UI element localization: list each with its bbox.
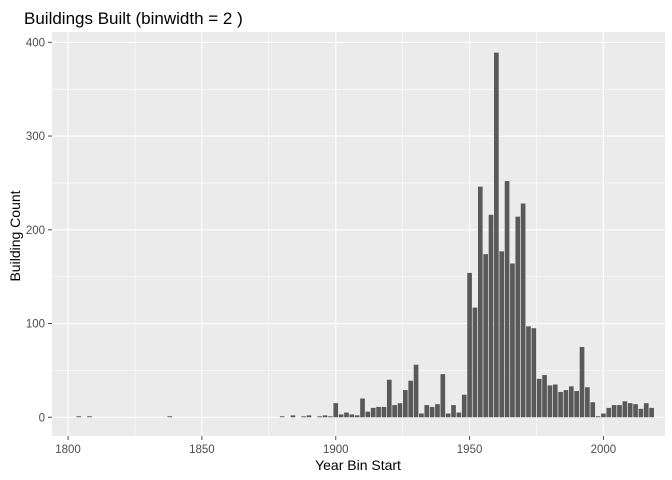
bar xyxy=(467,272,472,418)
bar xyxy=(76,416,82,418)
bar xyxy=(552,384,558,418)
bar xyxy=(338,414,344,418)
bar xyxy=(419,413,424,418)
bar xyxy=(477,186,483,418)
bar xyxy=(542,375,547,418)
bar xyxy=(386,379,392,418)
bar xyxy=(376,406,381,418)
bar xyxy=(279,416,285,418)
bar xyxy=(558,391,563,418)
y-axis-label: Building Count xyxy=(7,190,23,281)
bar xyxy=(322,415,328,418)
bar xyxy=(568,386,574,418)
bar xyxy=(611,405,617,418)
y-tick-label: 200 xyxy=(26,225,45,237)
bar xyxy=(504,181,510,418)
bar xyxy=(595,416,601,418)
bar xyxy=(456,412,462,418)
bar xyxy=(494,52,499,418)
bar xyxy=(531,328,537,418)
bar xyxy=(435,404,440,418)
bar xyxy=(445,413,451,418)
bar xyxy=(574,391,579,418)
x-tick-label: 1900 xyxy=(323,444,349,456)
bar xyxy=(440,374,446,418)
bar xyxy=(563,390,569,418)
bar xyxy=(392,405,397,418)
bar xyxy=(354,415,360,418)
grid-minor xyxy=(52,32,665,436)
bar xyxy=(579,346,585,418)
bar xyxy=(536,378,542,418)
bars xyxy=(76,52,654,418)
bar xyxy=(317,416,323,418)
bar xyxy=(617,405,622,418)
bar xyxy=(403,390,408,418)
bar xyxy=(328,416,333,418)
chart-title: Buildings Built (binwidth = 2 ) xyxy=(24,9,243,28)
bar xyxy=(472,307,478,418)
bar xyxy=(461,394,467,418)
bar xyxy=(365,411,371,418)
bar xyxy=(585,387,590,418)
bar xyxy=(413,364,419,418)
x-tick-label: 1800 xyxy=(55,444,81,456)
bar xyxy=(601,413,606,418)
bar xyxy=(483,254,488,418)
bar xyxy=(344,412,349,418)
bar xyxy=(649,407,654,418)
bar xyxy=(488,214,494,418)
y-tick-label: 300 xyxy=(26,131,45,143)
y-axis: 0 100 200 300 400 xyxy=(26,37,52,424)
x-axis: 1800 1850 1900 1950 2000 xyxy=(55,436,616,456)
bar xyxy=(429,406,435,418)
bar xyxy=(510,263,515,418)
bar xyxy=(638,408,644,418)
bar xyxy=(633,404,638,418)
bar xyxy=(643,403,649,418)
x-tick-label: 1850 xyxy=(189,444,215,456)
bar xyxy=(381,406,387,418)
bar xyxy=(515,216,521,418)
bar xyxy=(360,398,365,418)
bar xyxy=(590,402,596,418)
bar xyxy=(290,415,296,418)
y-tick-label: 100 xyxy=(26,319,45,331)
y-tick-label: 0 xyxy=(39,412,45,424)
bar xyxy=(451,405,456,418)
x-tick-label: 1950 xyxy=(457,444,483,456)
bar xyxy=(627,403,633,418)
bar xyxy=(547,385,553,418)
bar xyxy=(301,416,306,418)
bar xyxy=(499,251,505,418)
x-axis-label: Year Bin Start xyxy=(315,457,401,473)
plot-panel xyxy=(52,32,665,436)
x-tick-label: 2000 xyxy=(591,444,617,456)
bar xyxy=(87,416,92,418)
y-tick-label: 400 xyxy=(26,37,45,49)
bar xyxy=(349,414,355,418)
bar xyxy=(526,326,531,418)
bar xyxy=(370,407,376,418)
bar xyxy=(167,416,173,418)
bar xyxy=(424,405,430,418)
bar xyxy=(520,203,526,418)
bar xyxy=(408,380,414,418)
bar xyxy=(306,415,312,418)
bar xyxy=(333,403,339,418)
bar xyxy=(606,407,612,418)
bar xyxy=(397,403,403,418)
bar xyxy=(622,401,628,418)
